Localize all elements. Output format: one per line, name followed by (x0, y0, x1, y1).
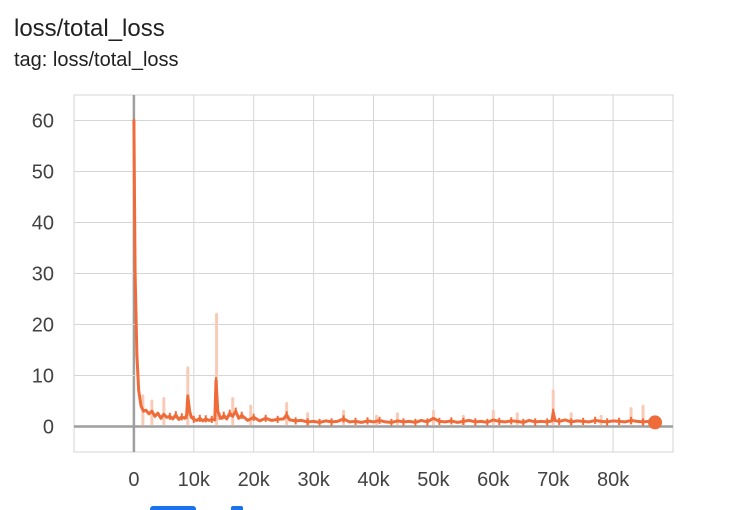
y-tick-label: 0 (43, 417, 54, 439)
x-tick-label: 50k (417, 469, 450, 491)
chart-card-title: loss/total_loss (14, 15, 165, 42)
y-tick-label: 20 (32, 315, 54, 337)
chart-toolbar-strip[interactable] (150, 506, 243, 510)
x-tick-label: 20k (238, 469, 271, 491)
last-point-marker[interactable] (648, 415, 663, 430)
x-tick-label: 10k (178, 469, 211, 491)
smoothed-loss-line (132, 119, 657, 424)
x-tick-label: 60k (477, 469, 510, 491)
x-tick-label: 30k (297, 469, 330, 491)
smoothed-series-layer (132, 119, 663, 430)
x-tick-label: 40k (357, 469, 390, 491)
y-tick-label: 60 (32, 111, 54, 133)
toolbar-button-edge[interactable] (150, 506, 196, 510)
toolbar-button-edge-2[interactable] (231, 506, 243, 510)
x-tick-label: 80k (597, 469, 630, 491)
y-tick-label: 50 (32, 162, 54, 184)
x-tick-label: 70k (537, 469, 570, 491)
x-axis-tick-labels: 0 10k 20k 30k 40k 50k 60k 70k 80k (128, 469, 630, 491)
y-tick-label: 40 (32, 213, 54, 235)
y-tick-label: 30 (32, 264, 54, 286)
y-axis-tick-labels: 0 10 20 30 40 50 60 (32, 111, 54, 439)
y-tick-label: 10 (32, 366, 54, 388)
x-tick-label: 0 (128, 469, 139, 491)
chart-tag-line: tag: loss/total_loss (14, 49, 179, 71)
